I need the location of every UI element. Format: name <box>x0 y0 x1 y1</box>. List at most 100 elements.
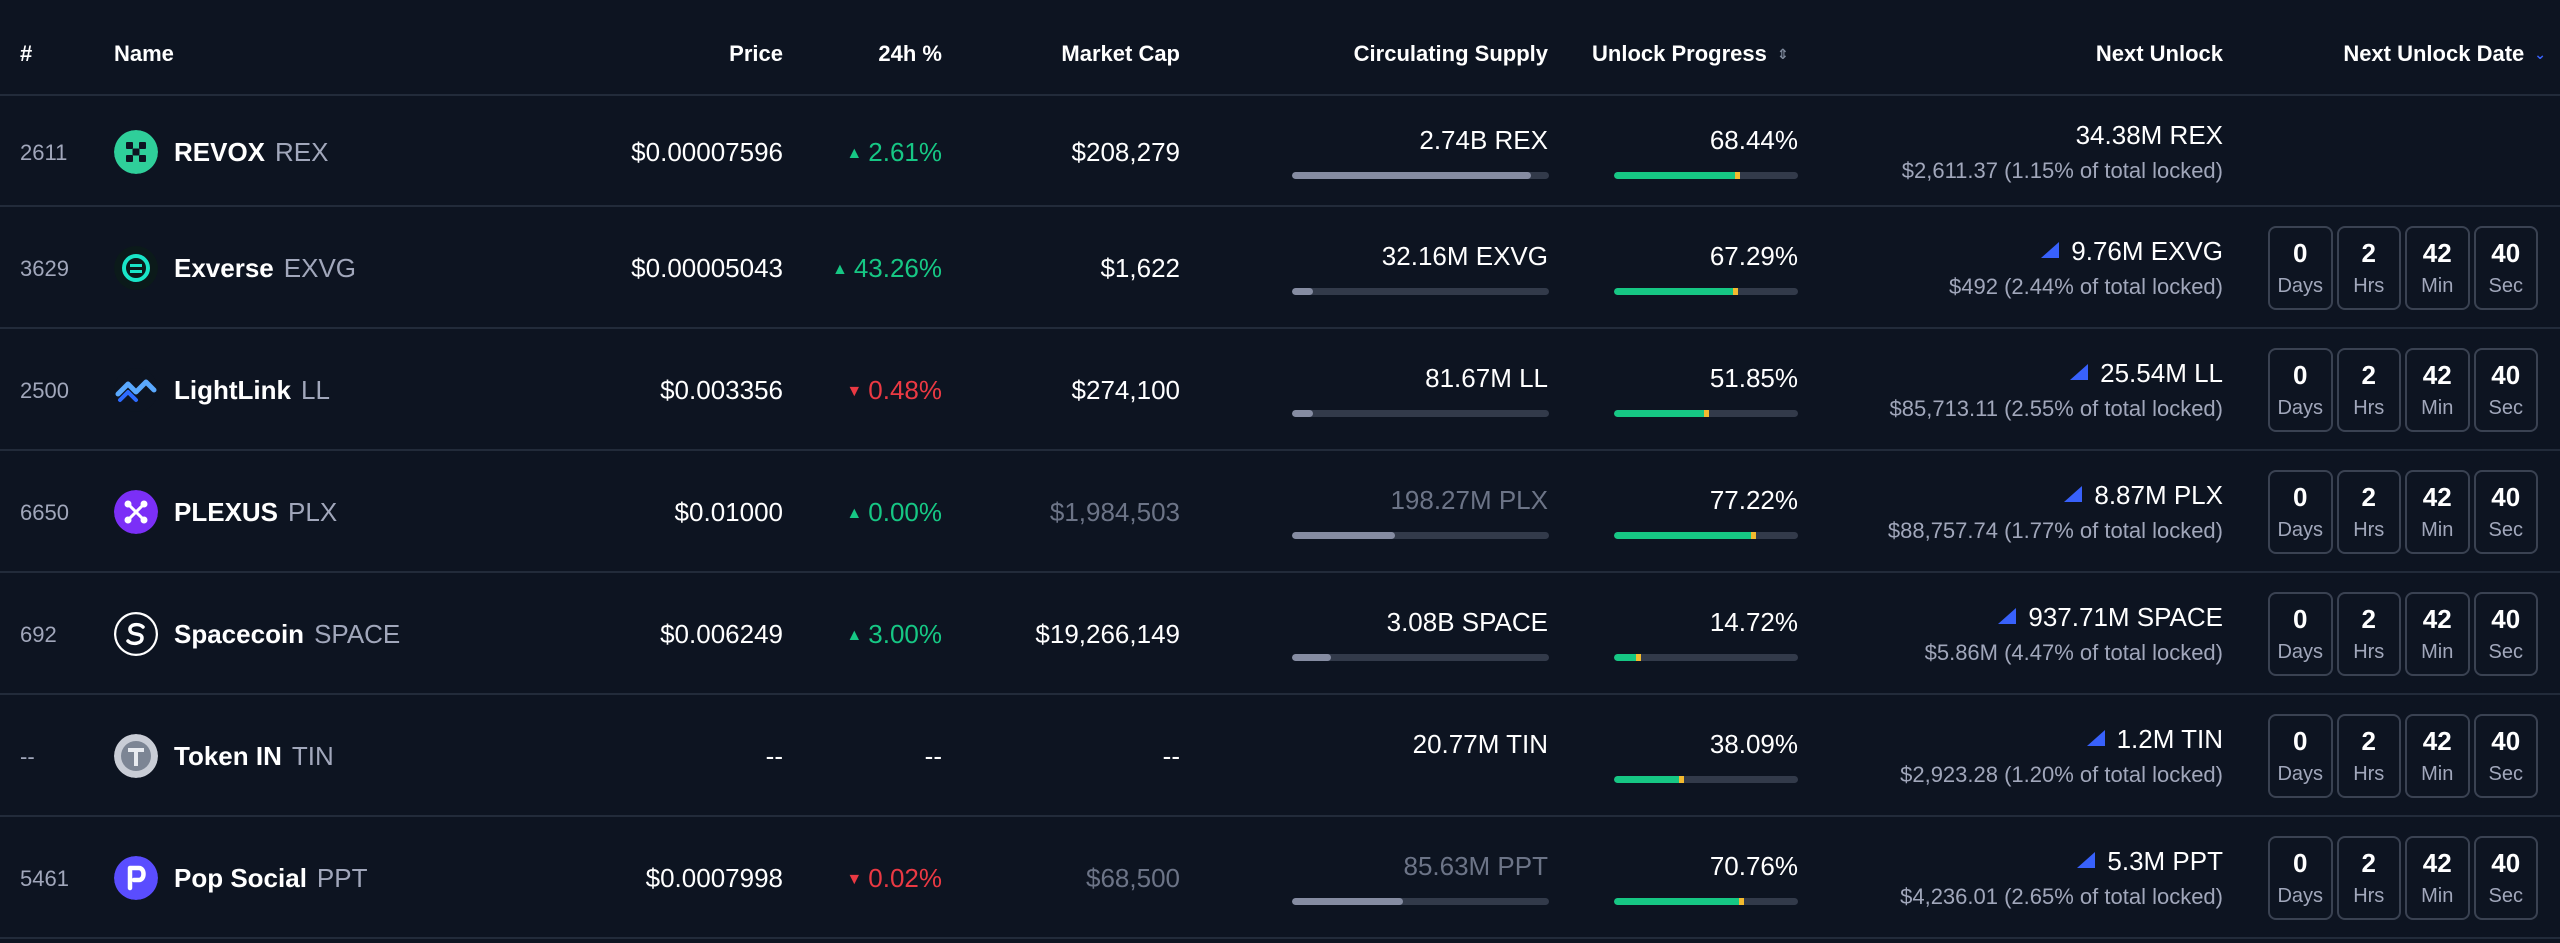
unlock-flag-icon <box>1998 608 2017 624</box>
header-next-unlock-date[interactable]: Next Unlock Date ⌄ <box>2343 0 2546 96</box>
countdown-days: 0 Days <box>2268 470 2333 554</box>
caret-up-icon: ▲ <box>846 144 863 162</box>
circulating-supply-bar <box>1292 532 1549 539</box>
change-24h: ▲ 2.61% <box>846 136 942 167</box>
countdown-min-label: Min <box>2421 519 2454 541</box>
unlock-progress-marker <box>1679 776 1685 783</box>
table-row[interactable]: 6650 PLEXUS PLX $0.01000 ▲ 0.00% $1,984,503 198… <box>0 451 2560 573</box>
unlock-countdown: 0 Days 2 Hrs 42 Min 40 Sec <box>2268 714 2538 798</box>
countdown-min-value: 42 <box>2422 848 2452 878</box>
change-24h: ▲ 43.26% <box>831 253 942 283</box>
coin-symbol: PLX <box>288 497 338 527</box>
revox-logo-icon <box>114 129 158 174</box>
circulating-supply-bar <box>1292 288 1549 295</box>
circulating-supply-bar <box>1292 410 1549 417</box>
unlock-progress-bar <box>1614 171 1798 179</box>
change-24h: ▼ 0.02% <box>846 863 942 893</box>
countdown-sec-value: 40 <box>2491 604 2521 634</box>
countdown-min-value: 42 <box>2422 726 2452 756</box>
header-unlock-progress[interactable]: Unlock Progress ⇕ <box>1592 0 1789 96</box>
unlock-progress-fill <box>1614 654 1642 661</box>
header-next-unlock[interactable]: Next Unlock <box>2095 41 2223 66</box>
unlock-flag-icon <box>2041 242 2060 258</box>
header-name[interactable]: Name <box>114 41 174 66</box>
unlock-progress-fill <box>1614 288 1738 295</box>
unlock-progress-marker <box>1636 654 1642 661</box>
next-unlock-detail: $2,923.28 (1.20% of total locked) <box>1900 762 2223 787</box>
price-value: $0.00005043 <box>631 253 783 283</box>
coin-name[interactable]: REVOX REX <box>174 136 329 167</box>
sort-down-icon[interactable]: ⌄ <box>2534 46 2546 62</box>
market-cap-value: $1,984,503 <box>1049 497 1180 527</box>
unlock-progress-value: 51.85% <box>1709 363 1798 393</box>
table-row[interactable]: 3629 Exverse EXVG $0.00005043 ▲ 43.26% $1,622 3… <box>0 207 2560 329</box>
circulating-supply-value: 32.16M EXVG <box>1381 241 1548 271</box>
unlock-progress-value: 14.72% <box>1709 607 1798 637</box>
unlock-progress-bar <box>1614 776 1798 783</box>
circulating-supply-fill <box>1292 654 1331 661</box>
circulating-supply-bar <box>1292 171 1549 179</box>
unlock-countdown: 0 Days 2 Hrs 42 Min 40 Sec <box>2268 470 2538 554</box>
countdown-hrs: 2 Hrs <box>2336 714 2401 798</box>
countdown-days-value: 0 <box>2293 848 2308 878</box>
coin-name[interactable]: PLEXUS PLX <box>174 497 338 527</box>
next-unlock-detail: $88,757.74 (1.77% of total locked) <box>1887 518 2223 543</box>
circulating-supply-fill <box>1292 898 1403 905</box>
circulating-supply-value: 85.63M PPT <box>1403 851 1548 881</box>
next-unlock-detail: $492 (2.44% of total locked) <box>1949 274 2223 299</box>
countdown-days-value: 0 <box>2293 238 2308 268</box>
caret-up-icon: ▲ <box>846 505 863 522</box>
table-row[interactable]: 2611 REVOX REX $0.00007596 ▲ 2.61% $208,279 2.7… <box>0 96 2560 207</box>
next-unlock-detail: $4,236.01 (2.65% of total locked) <box>1900 884 2223 909</box>
sort-updown-icon[interactable]: ⇕ <box>1776 46 1789 62</box>
circulating-supply-bar <box>1292 654 1549 661</box>
coin-symbol: LL <box>300 375 330 405</box>
countdown-days-label: Days <box>2277 397 2324 419</box>
unlock-progress-value: 70.76% <box>1709 851 1798 881</box>
coin-name[interactable]: Exverse EXVG <box>174 253 357 283</box>
countdown-min: 42 Min <box>2405 226 2470 310</box>
countdown-hrs-label: Hrs <box>2353 275 2385 297</box>
coin-symbol: PPT <box>316 863 368 893</box>
next-unlock-amount: 5.3M PPT <box>2077 846 2223 877</box>
table-row[interactable]: -- Token IN TIN -- -- -- 20.77M TIN 38.09% 1.2M … <box>0 695 2560 817</box>
countdown-days-label: Days <box>2277 641 2324 663</box>
header-circulating-supply[interactable]: Circulating Supply <box>1353 41 1548 66</box>
unlock-progress-value: 67.29% <box>1709 241 1798 271</box>
countdown-sec: 40 Sec <box>2473 836 2538 920</box>
header-rank[interactable]: # <box>20 41 33 66</box>
unlock-progress-marker <box>1734 171 1740 179</box>
next-unlock-amount: 937.71M SPACE <box>1998 602 2223 633</box>
next-unlock-detail: $5.86M (4.47% of total locked) <box>1924 640 2223 665</box>
countdown-sec-value: 40 <box>2491 482 2521 512</box>
countdown-sec-value: 40 <box>2491 848 2521 878</box>
table-row[interactable]: 5461 Pop Social PPT $0.0007998 ▼ 0.02% $68,500… <box>0 817 2560 939</box>
table-row[interactable]: 692 Spacecoin SPACE $0.006249 ▲ 3.00% $19,266,… <box>0 573 2560 695</box>
coin-name[interactable]: Pop Social PPT <box>174 863 368 893</box>
header-price[interactable]: Price <box>729 41 783 66</box>
unlock-countdown: 0 Days 2 Hrs 42 Min 40 Sec <box>2268 226 2538 310</box>
unlock-progress-bar <box>1614 410 1798 417</box>
countdown-days-label: Days <box>2277 275 2324 297</box>
unlock-flag-icon <box>2086 730 2105 746</box>
plexus-logo-icon <box>114 490 158 534</box>
coin-name[interactable]: Token IN TIN <box>174 741 334 771</box>
countdown-days-value: 0 <box>2293 604 2308 634</box>
countdown-days-value: 0 <box>2293 482 2308 512</box>
coin-symbol: TIN <box>291 741 334 771</box>
table-row[interactable]: 2500 LightLink LL $0.003356 ▼ 0.48% $274,100 81… <box>0 329 2560 451</box>
next-unlock-amount: 9.76M EXVG <box>2041 236 2223 267</box>
header-market-cap[interactable]: Market Cap <box>1061 41 1180 66</box>
countdown-sec: 40 Sec <box>2473 714 2538 798</box>
header-24h-change[interactable]: 24h % <box>878 41 942 66</box>
change-24h: -- <box>924 741 942 771</box>
rank-value: 2500 <box>20 378 69 403</box>
countdown-hrs-value: 2 <box>2361 482 2376 512</box>
coin-name[interactable]: Spacecoin SPACE <box>174 619 401 649</box>
countdown-sec: 40 Sec <box>2473 592 2538 676</box>
countdown-sec-label: Sec <box>2488 641 2523 663</box>
change-24h: ▼ 0.48% <box>846 375 942 405</box>
coin-name[interactable]: LightLink LL <box>174 375 330 405</box>
countdown-min-value: 42 <box>2422 482 2452 512</box>
unlock-progress-fill <box>1614 171 1740 179</box>
